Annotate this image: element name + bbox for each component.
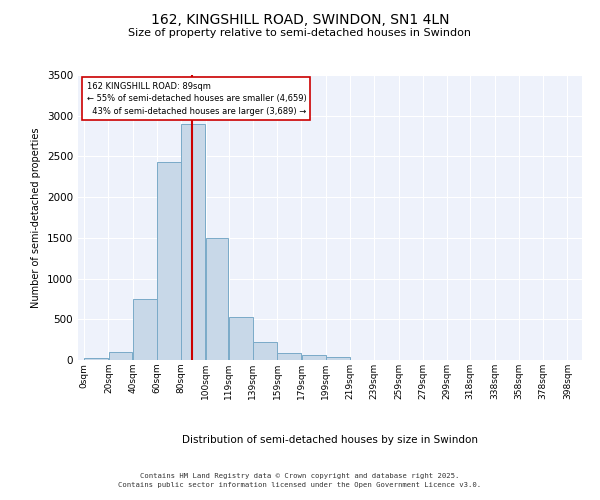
Bar [84,358,108,360]
Bar [181,124,205,360]
Bar [229,317,253,360]
Bar [326,357,350,360]
Text: 162 KINGSHILL ROAD: 89sqm
← 55% of semi-detached houses are smaller (4,659)
  43: 162 KINGSHILL ROAD: 89sqm ← 55% of semi-… [86,82,306,116]
Bar [253,342,277,360]
Text: Contains HM Land Registry data © Crown copyright and database right 2025.
Contai: Contains HM Land Registry data © Crown c… [118,473,482,488]
Bar [109,352,133,360]
Bar [206,238,229,360]
Text: 162, KINGSHILL ROAD, SWINDON, SN1 4LN: 162, KINGSHILL ROAD, SWINDON, SN1 4LN [151,12,449,26]
Bar [157,162,181,360]
Bar [277,352,301,360]
Text: Distribution of semi-detached houses by size in Swindon: Distribution of semi-detached houses by … [182,435,478,445]
Bar [133,299,157,360]
Y-axis label: Number of semi-detached properties: Number of semi-detached properties [31,127,41,308]
Text: Size of property relative to semi-detached houses in Swindon: Size of property relative to semi-detach… [128,28,472,38]
Bar [302,355,326,360]
